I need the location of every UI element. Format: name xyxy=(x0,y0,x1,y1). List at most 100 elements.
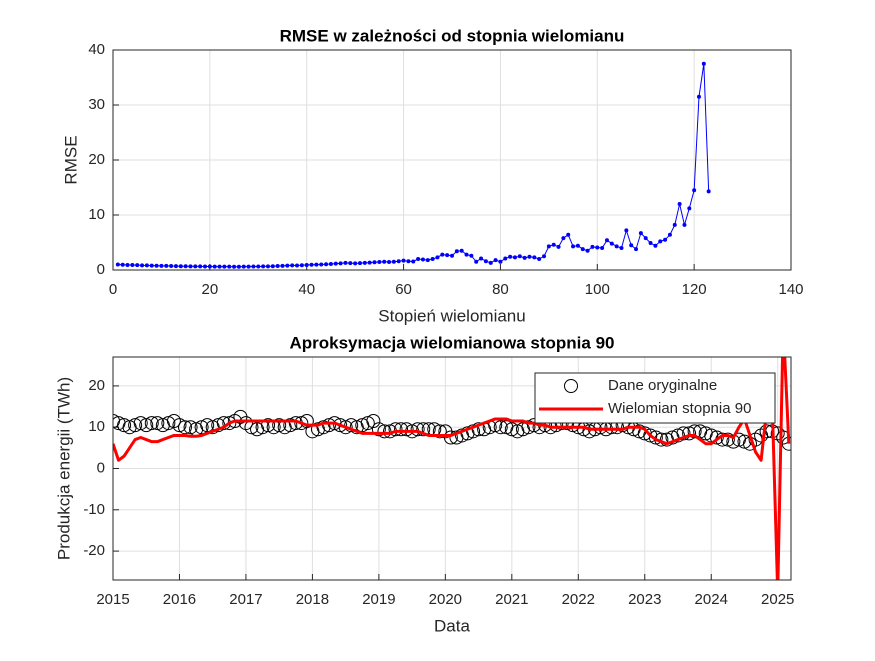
data-point xyxy=(272,418,287,433)
data-point xyxy=(238,416,253,431)
data-point xyxy=(154,263,159,268)
data-point xyxy=(391,259,396,264)
x-tick-label: 2017 xyxy=(229,591,262,608)
data-point xyxy=(139,418,154,433)
data-point xyxy=(454,249,459,254)
data-point xyxy=(135,263,140,268)
data-point xyxy=(493,420,508,435)
data-point xyxy=(362,260,367,265)
data-point xyxy=(388,422,403,437)
data-point xyxy=(246,264,251,269)
data-point xyxy=(566,232,571,237)
data-point xyxy=(430,257,435,261)
data-point xyxy=(194,420,209,435)
data-point xyxy=(604,238,609,243)
data-point xyxy=(696,94,701,99)
x-tick-label: 2025 xyxy=(761,591,794,608)
data-point xyxy=(687,206,692,211)
x-tick-label: 2019 xyxy=(362,591,395,608)
x-tick-label: 60 xyxy=(395,281,412,298)
data-point xyxy=(261,418,276,433)
data-point xyxy=(140,263,145,268)
chart-title: Aproksymacja wielomianowa stopnia 90 xyxy=(289,333,614,352)
data-point xyxy=(504,422,519,437)
data-point xyxy=(411,259,416,264)
x-tick-label: 2022 xyxy=(562,591,595,608)
x-tick-label: 2018 xyxy=(296,591,329,608)
data-point xyxy=(125,262,130,267)
data-point xyxy=(546,244,551,249)
data-point xyxy=(144,416,159,431)
data-point xyxy=(117,418,132,433)
x-tick-label: 2020 xyxy=(429,591,462,608)
data-point xyxy=(692,188,697,193)
data-point xyxy=(677,202,682,206)
data-point xyxy=(387,260,392,265)
data-point xyxy=(676,426,691,441)
data-point xyxy=(343,260,348,265)
plot-series xyxy=(115,61,711,269)
data-point xyxy=(488,260,493,265)
data-point xyxy=(658,239,663,244)
data-point xyxy=(445,253,450,258)
data-point xyxy=(556,244,561,249)
data-point xyxy=(527,254,532,259)
data-point xyxy=(394,422,409,437)
data-point xyxy=(261,264,266,269)
y-tick-label: 10 xyxy=(88,418,105,435)
data-point xyxy=(304,263,309,268)
data-point xyxy=(309,262,314,267)
data-point xyxy=(338,261,343,266)
data-point xyxy=(648,241,653,246)
data-point xyxy=(172,418,187,433)
y-tick-label: -20 xyxy=(83,542,105,559)
legend-label: Dane oryginalne xyxy=(608,377,717,394)
data-point xyxy=(440,252,445,257)
data-point xyxy=(663,237,668,242)
data-point xyxy=(522,255,527,260)
data-point xyxy=(551,242,556,247)
data-point xyxy=(144,263,149,268)
data-point xyxy=(503,256,508,261)
data-point xyxy=(396,259,401,264)
data-point xyxy=(406,259,411,264)
data-point xyxy=(377,424,392,439)
x-tick-label: 140 xyxy=(778,281,803,298)
data-point xyxy=(207,264,212,269)
data-point xyxy=(377,260,382,265)
data-point xyxy=(177,420,192,435)
data-point xyxy=(416,257,421,261)
data-point xyxy=(709,430,724,445)
data-point xyxy=(251,264,256,269)
data-point xyxy=(360,416,375,431)
y-tick-label: 30 xyxy=(88,96,105,113)
data-point xyxy=(493,258,498,263)
y-axis-label: RMSE xyxy=(61,135,80,184)
data-point xyxy=(443,430,458,445)
data-point xyxy=(285,263,290,268)
data-point xyxy=(256,264,261,269)
x-tick-label: 0 xyxy=(109,281,117,298)
y-tick-label: 40 xyxy=(88,41,105,58)
data-point xyxy=(464,252,469,257)
data-point xyxy=(183,420,198,435)
data-point xyxy=(314,262,319,267)
axes-box xyxy=(112,49,792,271)
data-point xyxy=(479,256,484,261)
data-point xyxy=(193,264,198,269)
data-point xyxy=(537,257,542,261)
data-point xyxy=(120,262,125,267)
y-tick-label: -10 xyxy=(83,501,105,518)
data-point xyxy=(401,258,406,263)
data-point xyxy=(471,422,486,437)
data-point xyxy=(275,264,280,269)
data-point xyxy=(432,424,447,439)
data-point xyxy=(133,416,148,431)
data-point xyxy=(299,263,304,268)
data-point xyxy=(227,264,232,269)
x-tick-label: 40 xyxy=(298,281,315,298)
chart-title: RMSE w zależności od stopnia wielomianu xyxy=(280,26,625,45)
data-point xyxy=(561,236,566,241)
x-tick-label: 2015 xyxy=(96,591,129,608)
x-tick-label: 2024 xyxy=(695,591,728,608)
